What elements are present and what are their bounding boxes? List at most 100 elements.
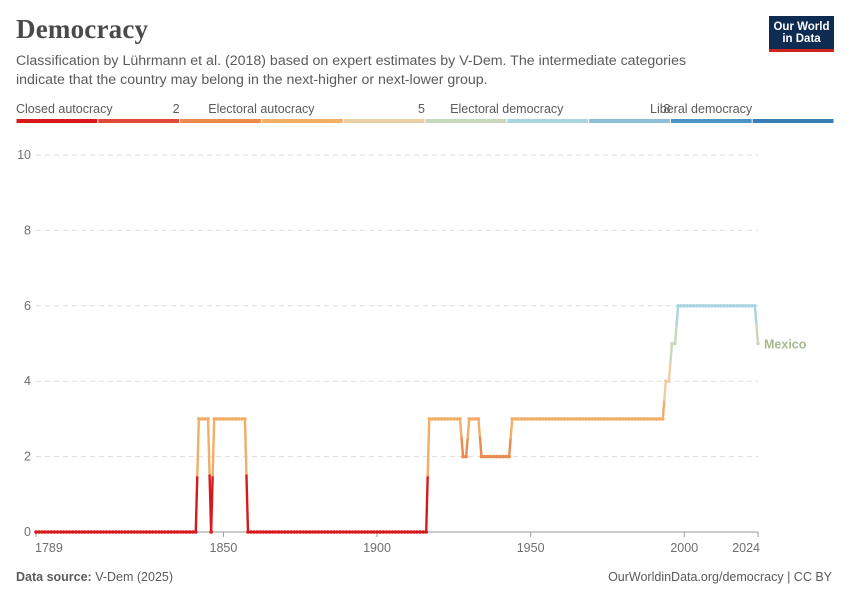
source-link[interactable]: OurWorldinData.org/democracy | CC BY: [608, 570, 832, 584]
data-point: [710, 304, 714, 308]
data-point: [218, 417, 223, 421]
legend-label: Electoral democracy: [450, 102, 564, 116]
chart-subtitle: Classification by Lührmann et al. (2018)…: [16, 53, 687, 88]
data-point: [246, 530, 250, 534]
x-tick-label: 1850: [210, 541, 238, 555]
data-point: [740, 304, 745, 308]
data-point: [519, 417, 524, 421]
data-point: [485, 454, 490, 459]
data-point: [734, 304, 739, 308]
data-point: [40, 530, 44, 534]
data-point: [565, 417, 570, 421]
series-line-segment: [243, 417, 248, 477]
data-point: [46, 530, 51, 534]
data-point: [356, 530, 361, 534]
data-point: [200, 417, 204, 421]
series-line-segment: [464, 436, 469, 458]
data-point: [335, 530, 339, 534]
owid-logo[interactable]: Our World in Data: [769, 16, 834, 52]
legend-bin: [670, 119, 752, 123]
data-point: [132, 530, 137, 534]
data-point: [495, 454, 499, 459]
data-point: [276, 530, 281, 534]
data-point: [344, 530, 349, 534]
data-point: [412, 530, 416, 534]
data-point: [372, 530, 376, 534]
data-point: [95, 530, 100, 534]
data-point: [562, 417, 567, 421]
data-point: [679, 304, 683, 308]
data-point: [236, 417, 241, 421]
data-point: [286, 530, 290, 534]
data-point: [313, 530, 318, 534]
data-point: [624, 417, 628, 421]
data-point: [611, 417, 616, 421]
data-point: [264, 530, 269, 534]
data-point: [587, 417, 591, 421]
data-point: [614, 417, 619, 421]
data-point: [120, 530, 124, 534]
data-point: [273, 530, 278, 534]
data-point: [135, 530, 140, 534]
data-point: [169, 530, 173, 534]
data-point: [52, 530, 57, 534]
y-tick-label: 4: [24, 374, 31, 388]
data-point: [639, 417, 644, 421]
data-point: [83, 530, 87, 534]
data-point: [249, 530, 253, 534]
data-point: [556, 417, 561, 421]
data-point: [107, 530, 112, 534]
data-point: [716, 304, 720, 308]
data-point: [304, 530, 309, 534]
data-point: [338, 530, 342, 534]
data-point: [445, 417, 450, 421]
logo-line-2: in Data: [782, 33, 821, 45]
data-point: [409, 530, 413, 534]
data-point: [347, 530, 352, 534]
data-point: [61, 530, 66, 534]
y-tick-label: 6: [24, 299, 31, 313]
data-point: [381, 530, 385, 534]
data-point: [80, 530, 84, 534]
data-point: [89, 530, 94, 534]
data-point: [362, 530, 367, 534]
data-point: [279, 530, 284, 534]
data-source-value[interactable]: V-Dem (2025): [95, 570, 174, 584]
data-point: [49, 530, 54, 534]
data-point: [114, 530, 118, 534]
data-point: [157, 530, 161, 534]
series-line-segment: [245, 474, 250, 534]
data-point: [531, 417, 536, 421]
series-line-segment: [477, 417, 482, 439]
data-point: [64, 530, 69, 534]
data-point: [746, 304, 751, 308]
data-point: [163, 530, 167, 534]
y-tick-label: 2: [24, 450, 31, 464]
data-point: [332, 530, 336, 534]
data-point: [399, 530, 404, 534]
data-point: [473, 417, 478, 421]
data-point: [181, 530, 186, 534]
data-source-label: Data source:: [16, 570, 92, 584]
data-source: Data source: V-Dem (2025): [16, 570, 173, 584]
data-point: [713, 304, 717, 308]
y-tick-label: 10: [17, 148, 31, 162]
data-point: [92, 530, 97, 534]
data-point: [602, 417, 607, 421]
legend-bin: [507, 119, 589, 123]
data-point: [522, 417, 527, 421]
data-point: [384, 530, 389, 534]
data-point: [541, 417, 545, 421]
data-point: [123, 530, 127, 534]
data-point: [34, 530, 38, 534]
data-point: [753, 304, 757, 308]
data-point: [608, 417, 613, 421]
data-point: [319, 530, 324, 534]
data-point: [645, 417, 650, 421]
data-point: [375, 530, 379, 534]
data-point: [728, 304, 733, 308]
data-point: [571, 417, 576, 421]
data-point: [37, 530, 41, 534]
data-point: [636, 417, 640, 421]
